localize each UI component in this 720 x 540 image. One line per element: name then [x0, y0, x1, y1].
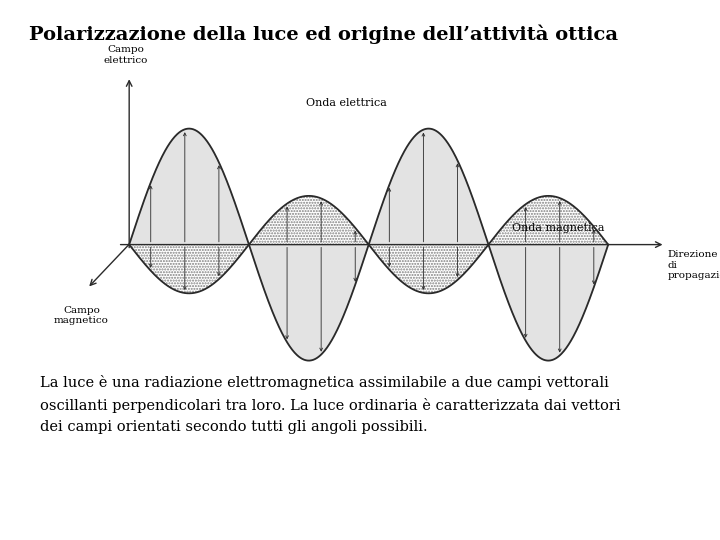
- Text: Onda magnetica: Onda magnetica: [513, 224, 605, 233]
- Text: La luce è una radiazione elettromagnetica assimilabile a due campi vettorali
osc: La luce è una radiazione elettromagnetic…: [40, 375, 620, 434]
- Text: Direzione
di
propagazione: Direzione di propagazione: [667, 251, 720, 280]
- Text: Campo
magnetico: Campo magnetico: [54, 306, 109, 325]
- Text: Onda elettrica: Onda elettrica: [307, 98, 387, 107]
- Text: Campo
elettrico: Campo elettrico: [104, 45, 148, 65]
- Text: Polarizzazione della luce ed origine dell’attività ottica: Polarizzazione della luce ed origine del…: [29, 24, 618, 44]
